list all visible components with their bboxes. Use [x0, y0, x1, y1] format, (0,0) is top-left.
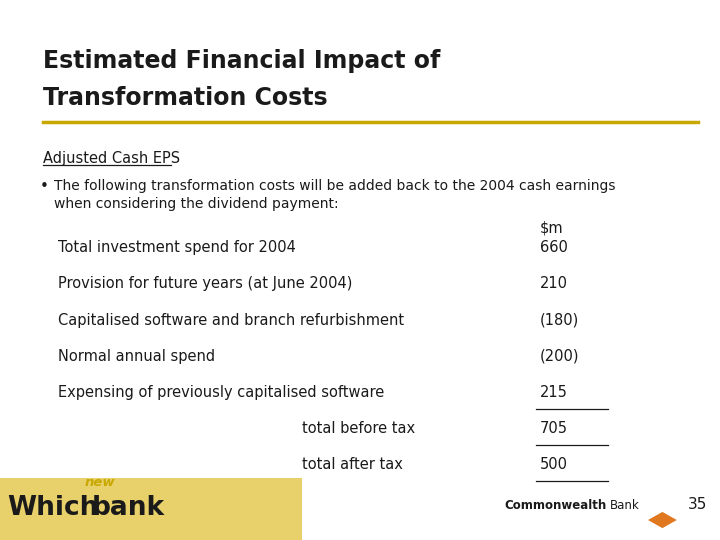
Text: new: new — [85, 476, 116, 489]
Text: The following transformation costs will be added back to the 2004 cash earnings: The following transformation costs will … — [54, 179, 616, 193]
Bar — [0, 478, 302, 540]
Text: Commonwealth: Commonwealth — [504, 499, 606, 512]
Text: Which: Which — [7, 495, 99, 521]
Text: when considering the dividend payment:: when considering the dividend payment: — [54, 197, 338, 211]
Text: bank: bank — [92, 495, 166, 521]
Polygon shape — [648, 512, 677, 528]
Text: Transformation Costs: Transformation Costs — [43, 86, 328, 110]
Text: 500: 500 — [540, 457, 568, 472]
Text: 705: 705 — [540, 421, 568, 436]
Text: 35: 35 — [688, 497, 707, 512]
Text: Total investment spend for 2004: Total investment spend for 2004 — [58, 240, 295, 255]
Text: total before tax: total before tax — [302, 421, 415, 436]
Text: $m: $m — [540, 220, 564, 235]
Text: 660: 660 — [540, 240, 568, 255]
Text: Capitalised software and branch refurbishment: Capitalised software and branch refurbis… — [58, 313, 404, 328]
Text: •: • — [40, 179, 48, 194]
Text: Provision for future years (at June 2004): Provision for future years (at June 2004… — [58, 276, 352, 292]
Text: (180): (180) — [540, 313, 580, 328]
Text: 215: 215 — [540, 385, 568, 400]
Text: Adjusted Cash EPS: Adjusted Cash EPS — [43, 151, 180, 166]
Text: total after tax: total after tax — [302, 457, 403, 472]
Text: 210: 210 — [540, 276, 568, 292]
Text: (200): (200) — [540, 349, 580, 364]
Text: Estimated Financial Impact of: Estimated Financial Impact of — [43, 49, 441, 72]
Text: Expensing of previously capitalised software: Expensing of previously capitalised soft… — [58, 385, 384, 400]
Text: Normal annual spend: Normal annual spend — [58, 349, 215, 364]
Text: Bank: Bank — [610, 499, 639, 512]
